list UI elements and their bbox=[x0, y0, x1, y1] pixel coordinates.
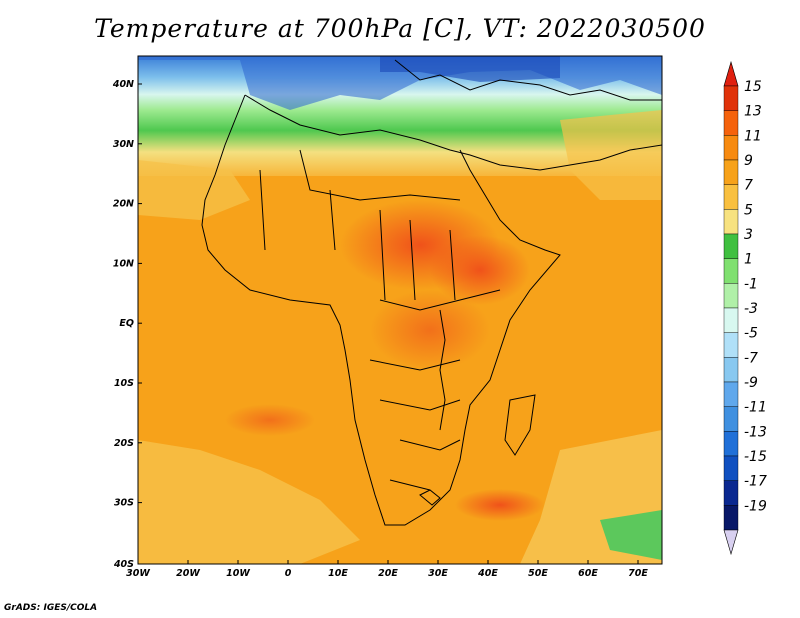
colorbar-label: 7 bbox=[744, 178, 753, 194]
colorbar-label: -7 bbox=[744, 350, 758, 366]
plot-frame bbox=[137, 55, 663, 565]
colorbar-label: 13 bbox=[744, 104, 762, 120]
colorbar-label: -13 bbox=[744, 424, 767, 440]
colorbar-label: -15 bbox=[744, 449, 767, 465]
colorbar-swatch bbox=[723, 455, 739, 481]
colorbar-swatch bbox=[723, 184, 739, 210]
y-tick-label: 20N bbox=[113, 199, 134, 210]
y-tick-label: 10S bbox=[114, 378, 134, 389]
y-tick-label: EQ bbox=[119, 318, 134, 329]
colorbar-swatch bbox=[723, 357, 739, 383]
colorbar-swatch bbox=[723, 110, 739, 136]
x-tick-label: 10W bbox=[226, 568, 250, 579]
x-tick-label: 30E bbox=[428, 568, 448, 579]
colorbar-swatch bbox=[723, 431, 739, 457]
y-tick-label: 10N bbox=[113, 258, 134, 269]
colorbar-swatch bbox=[723, 209, 739, 235]
y-tick-label: 40S bbox=[113, 559, 134, 570]
colorbar-top-arrow bbox=[723, 60, 739, 87]
colorbar-swatch bbox=[723, 307, 739, 333]
x-tick-label: 20E bbox=[378, 568, 398, 579]
colorbar-swatch bbox=[723, 505, 739, 531]
colorbar-swatch bbox=[723, 480, 739, 506]
x-axis: 30W 20W 10W 0 10E 20E 30E 40E 50E 60E 70E bbox=[126, 560, 648, 579]
y-tick-label: 40N bbox=[112, 79, 134, 90]
colorbar-label: -19 bbox=[744, 498, 767, 514]
colorbar-label: 15 bbox=[744, 79, 762, 95]
colorbar-label: -1 bbox=[744, 276, 758, 292]
coastlines bbox=[201, 59, 662, 526]
colorbar-label: 9 bbox=[744, 153, 753, 169]
colorbar-label: -17 bbox=[744, 474, 767, 490]
colorbar-swatch bbox=[723, 233, 739, 259]
y-axis: 40N 30N 20N 10N EQ 10S 20S 30S 40S bbox=[112, 79, 142, 570]
map-plot-area bbox=[138, 56, 662, 564]
colorbar-swatch bbox=[723, 85, 739, 111]
colorbar-label: -5 bbox=[744, 326, 758, 342]
colorbar-label: -11 bbox=[744, 400, 767, 416]
colorbar-swatch bbox=[723, 381, 739, 407]
colorbar-label: 5 bbox=[744, 202, 753, 218]
x-tick-label: 0 bbox=[285, 568, 292, 579]
credit-text: GrADS: IGES/COLA bbox=[4, 603, 98, 613]
x-tick-label: 60E bbox=[578, 568, 598, 579]
colorbar-swatch bbox=[723, 283, 739, 309]
x-tick-label: 70E bbox=[628, 568, 648, 579]
colorbar-label: 1 bbox=[744, 252, 753, 268]
chart-title: Temperature at 700hPa [C], VT: 202203050… bbox=[94, 14, 706, 43]
colorbar-bottom-arrow bbox=[723, 529, 739, 556]
colorbar-swatch bbox=[723, 406, 739, 432]
colorbar-swatch bbox=[723, 159, 739, 185]
colorbar-label: -9 bbox=[744, 375, 758, 391]
y-tick-label: 30N bbox=[113, 139, 134, 150]
colorbar-swatch bbox=[723, 135, 739, 161]
x-tick-label: 10E bbox=[328, 568, 348, 579]
x-tick-label: 40E bbox=[477, 568, 498, 579]
colorbar: 15 13 11 9 7 5 3 1 -1 -3 -5 -7 -9 -11 -13 -15 -17 -19 bbox=[723, 60, 767, 556]
colorbar-swatch bbox=[723, 332, 739, 358]
colorbar-label: 11 bbox=[744, 128, 762, 144]
y-tick-label: 30S bbox=[114, 498, 134, 509]
x-tick-label: 30W bbox=[126, 568, 150, 579]
colorbar-swatch bbox=[723, 258, 739, 284]
colorbar-label: -3 bbox=[744, 301, 758, 317]
colorbar-label: 3 bbox=[744, 227, 753, 243]
x-tick-label: 20W bbox=[176, 568, 200, 579]
x-tick-label: 50E bbox=[528, 568, 548, 579]
y-tick-label: 20S bbox=[114, 438, 134, 449]
